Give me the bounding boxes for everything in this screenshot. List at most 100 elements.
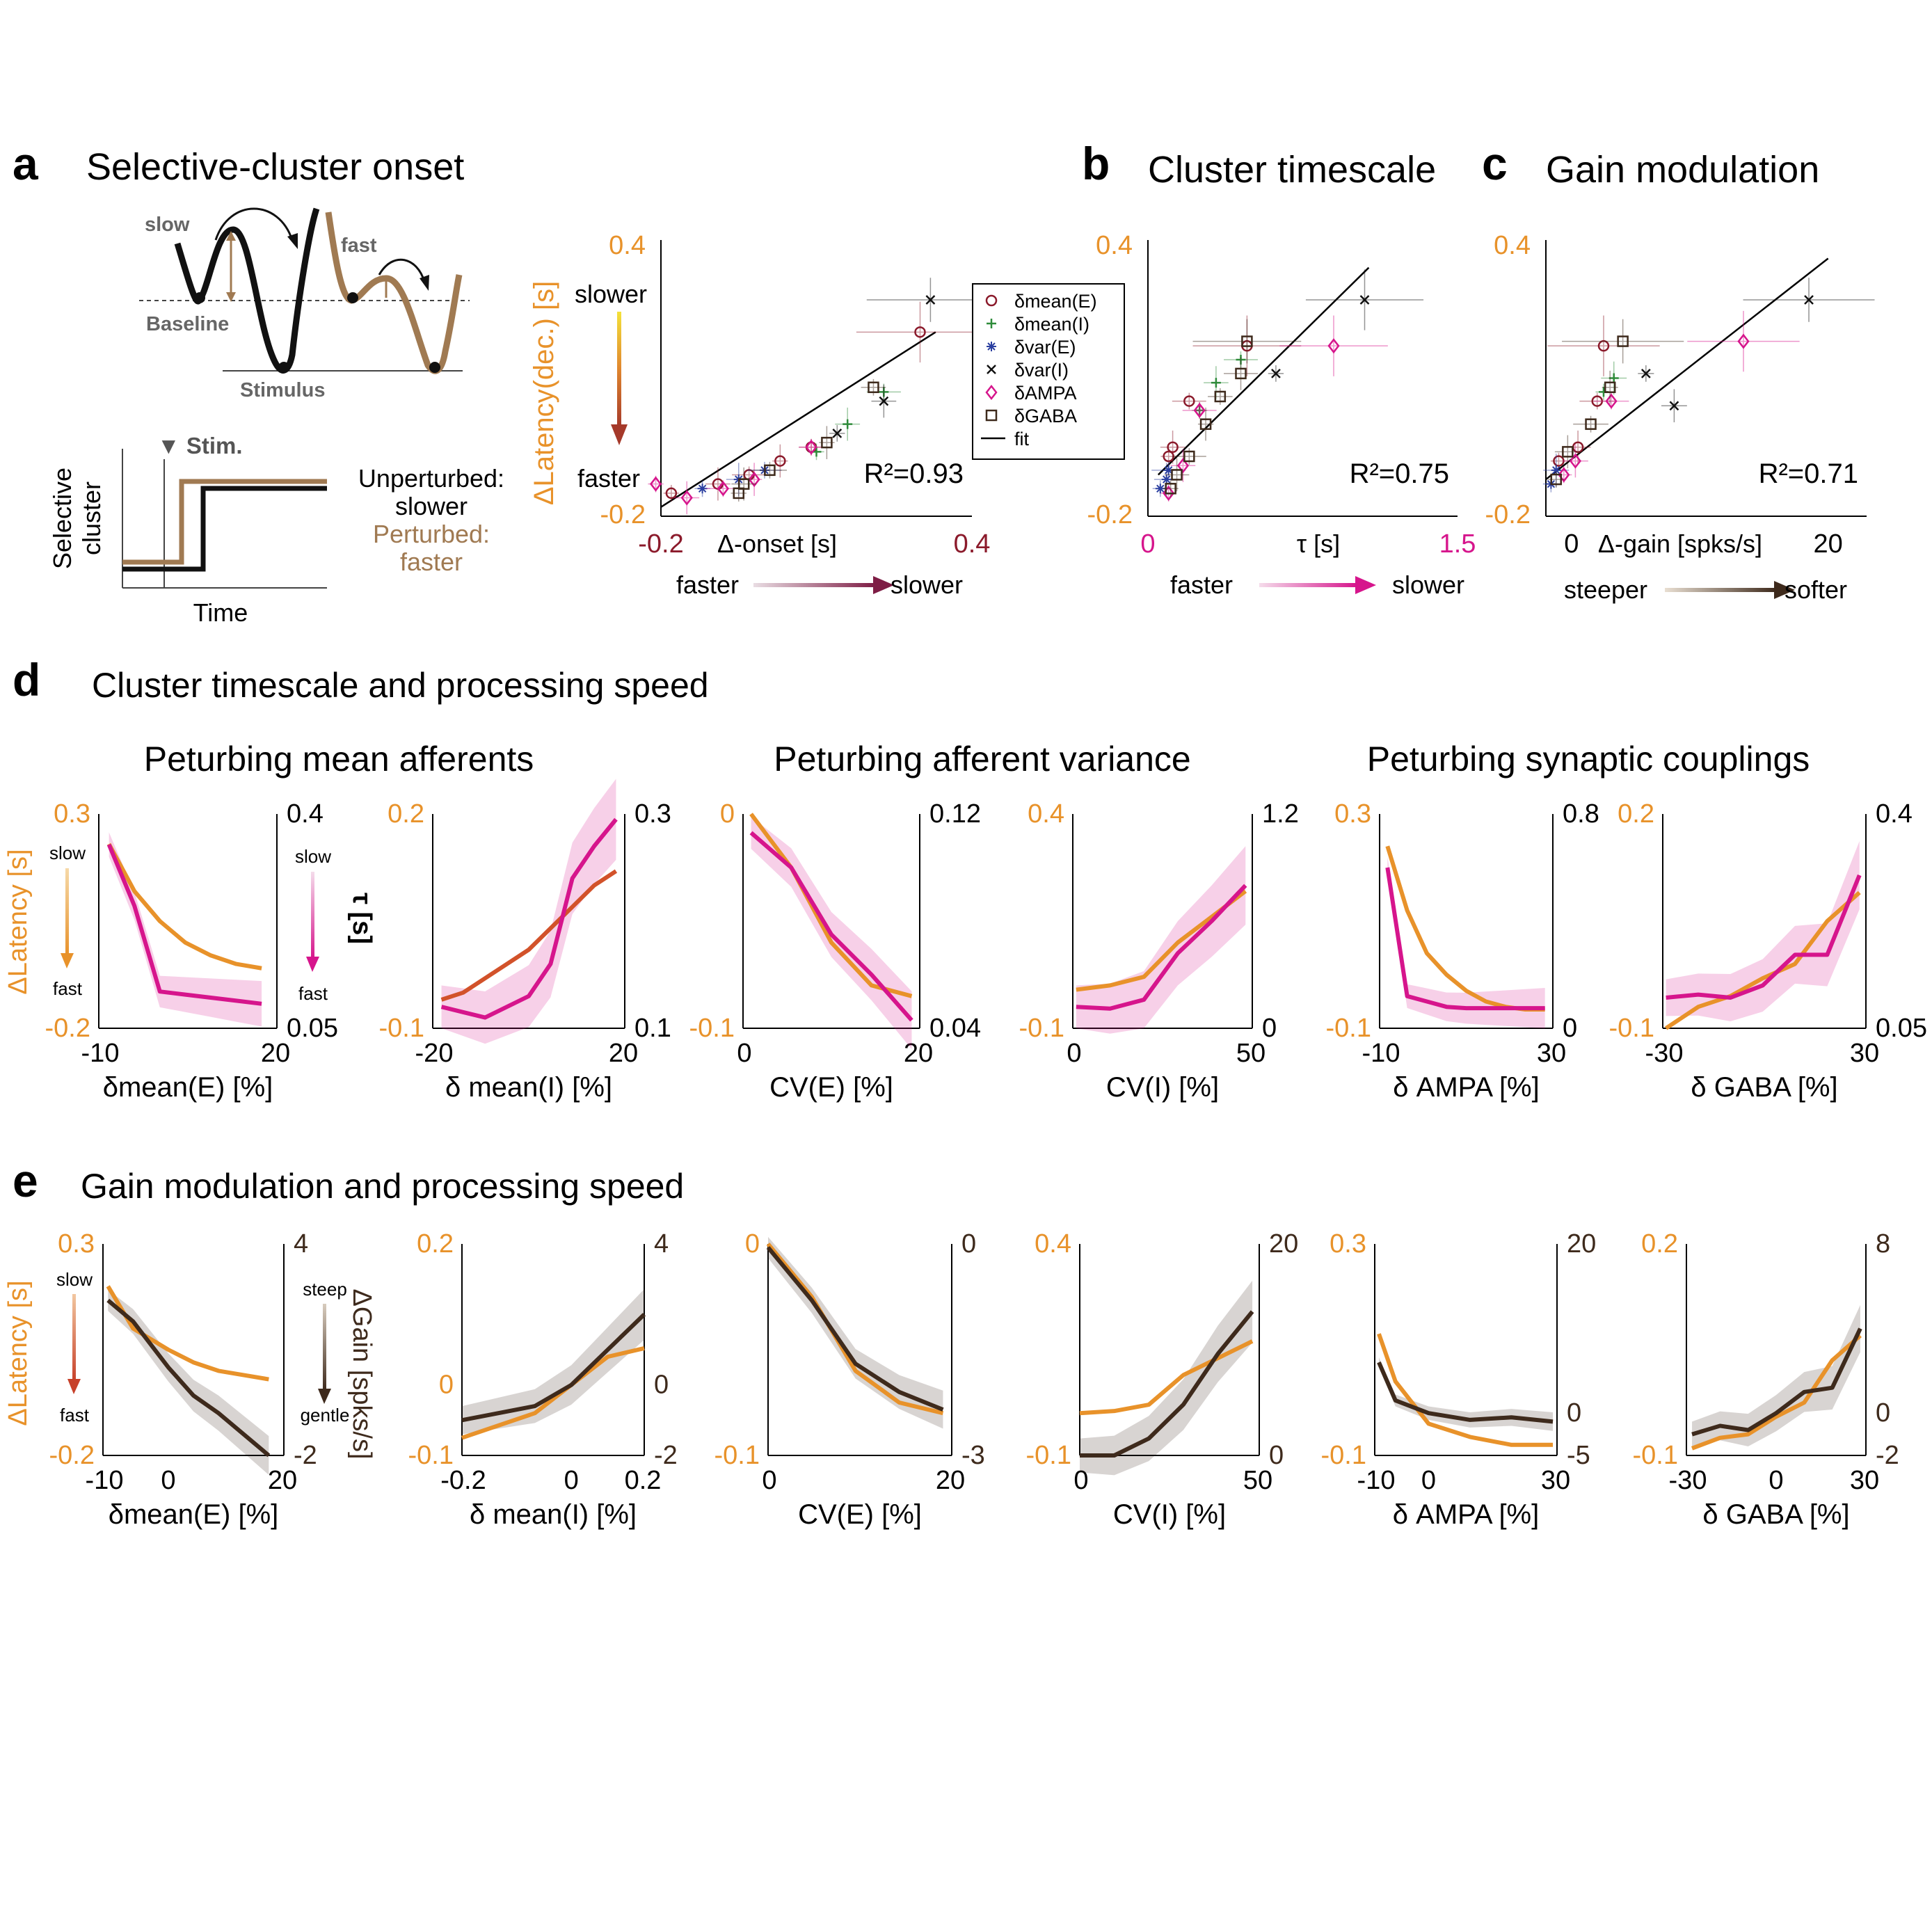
x-tick-label: 0 [1073, 1466, 1088, 1495]
right-series-band [441, 779, 616, 1044]
x-tick-label: 0.4 [954, 529, 991, 559]
right-tick-label: 0.8 [1563, 799, 1599, 829]
right-series-band [768, 1236, 943, 1429]
left-series-line [766, 1243, 944, 1416]
step-response-diagram: ▼ Stim. Selective cluster Time Unperturb… [48, 433, 504, 627]
legend-marker [987, 319, 996, 328]
right-tick-label: 4 [294, 1229, 308, 1259]
x-tick-label: -10 [86, 1466, 124, 1495]
data-point [879, 387, 889, 397]
data-point [1359, 295, 1370, 305]
left-tick-label: -0.1 [689, 1014, 735, 1043]
right-series-line [1076, 884, 1247, 1011]
scatter-chart-a: 0.4 -0.2-0.2 0.4 Δ-onset [s] ΔLatency(dec.) … [529, 231, 995, 559]
data-point [821, 436, 833, 449]
left-tick-label: -0.2 [45, 1014, 90, 1043]
x-arrow-right-label-a: slower [891, 570, 963, 599]
data-point [697, 484, 708, 494]
panel-e-left-speed-arrow [72, 1294, 76, 1381]
right-series-line [1080, 1310, 1254, 1458]
x-speed-arrowhead-b [1355, 576, 1376, 594]
x-arrow-right-label-c: softer [1785, 575, 1847, 604]
y-arrow-bottom-label: faster [577, 464, 640, 493]
data-point [805, 439, 817, 455]
x-tick-label: 30 [1541, 1466, 1570, 1495]
x-axis-label: δ mean(I) [%] [445, 1072, 612, 1103]
error-bar [1208, 388, 1233, 405]
data-point [1195, 405, 1205, 415]
panel-d-group-title-3: Peturbing synaptic couplings [1367, 740, 1810, 779]
error-bar [705, 467, 731, 501]
legend-perturbed-2: faster [400, 548, 463, 576]
x-speed-gradient-arrow-a [753, 583, 875, 587]
x-tick-label: 0 [762, 1466, 776, 1495]
panel-a-letter: a [13, 138, 39, 189]
y-speed-gradient-arrow [617, 312, 621, 426]
legend-entry: δGABA [1014, 406, 1077, 426]
error-bar [1547, 315, 1660, 376]
x-speed-gradient-arrow-c [1665, 588, 1776, 592]
x-arrow-right-label-b: slower [1392, 570, 1464, 599]
x-tick-label: 0 [1140, 529, 1155, 559]
right-tick-label: 20 [1269, 1229, 1298, 1259]
x-axis-label: τ [s] [1297, 529, 1340, 558]
legend-unperturbed-2: slower [395, 492, 468, 520]
line-chart-e6: 0.2 -0.1 8 0 -2 -30 0 30δ GABA [%] [1633, 1229, 1899, 1530]
x-tick-label: 0 [564, 1466, 579, 1495]
error-bar [1687, 310, 1800, 372]
data-point [649, 476, 662, 492]
error-bar [674, 481, 700, 515]
x-tick-label: 30 [1537, 1039, 1566, 1068]
data-point [717, 481, 729, 497]
scatter-legend-box [972, 283, 1125, 460]
error-bar [1164, 458, 1190, 492]
panel-b-letter: b [1082, 138, 1110, 189]
x-speed-arrowhead-c [1774, 581, 1795, 599]
scatter-chart-b: 0.4 -0.20 1.5 τ [s] R²=0.75 [1087, 231, 1476, 559]
data-point [774, 455, 786, 467]
data-point [1211, 378, 1221, 388]
legend-entry: fit [1014, 429, 1030, 449]
x-axis-label: δ AMPA [%] [1393, 1499, 1539, 1530]
slow-ball-stimulus [278, 362, 289, 373]
error-bar [856, 301, 984, 363]
x-tick-label: -0.2 [440, 1466, 486, 1495]
x-axis-label: CV(I) [%] [1113, 1499, 1226, 1530]
right-tick-label: 0 [1567, 1398, 1581, 1428]
x-tick-label: 50 [1236, 1039, 1266, 1068]
right-series-line [1377, 1362, 1554, 1424]
left-tick-label: 0 [439, 1371, 454, 1400]
panel-d-slow-label-left: slow [49, 843, 86, 863]
right-series-line [106, 1298, 271, 1458]
fast-transition-arrowhead [420, 275, 429, 291]
left-tick-label: 0.2 [1641, 1229, 1678, 1259]
slow-barrier-arrowhead-bottom [226, 292, 236, 302]
right-tick-label: 0.04 [929, 1014, 981, 1043]
data-point [665, 487, 678, 500]
left-tick-label: -0.1 [1633, 1441, 1678, 1470]
right-series-band [1076, 846, 1246, 1034]
energy-landscape-diagram: slow fast Baseline Stimulus [139, 207, 470, 401]
right-tick-label: -2 [654, 1441, 678, 1470]
right-tick-label: 0.4 [287, 799, 324, 829]
r-squared-annotation: R²=0.71 [1759, 458, 1858, 489]
panel-c-letter: c [1482, 138, 1508, 189]
panel-e-left-axis-label: ΔLatency [s] [3, 1280, 33, 1426]
panel-e-steep-label: steep [303, 1279, 347, 1300]
right-tick-label: -2 [1876, 1441, 1899, 1470]
slow-transition-arrow [214, 207, 294, 241]
panel-d-title: Cluster timescale and processing speed [92, 666, 709, 705]
panel-d-left-speed-arrow [65, 868, 69, 955]
data-point [1167, 441, 1179, 453]
x-axis-label: CV(E) [%] [769, 1072, 893, 1103]
right-series-line [461, 1313, 646, 1423]
fast-label: fast [341, 234, 377, 257]
left-tick-label: 0.3 [54, 799, 90, 829]
slow-barrier-arrowhead-top [226, 231, 236, 241]
error-bar [752, 461, 788, 479]
left-tick-label: -0.1 [408, 1441, 454, 1470]
line-chart-e1: 0.3 -0.2 4 -2 -10 0 20 δmean(E) [%] [49, 1229, 317, 1530]
data-point [1550, 473, 1563, 486]
